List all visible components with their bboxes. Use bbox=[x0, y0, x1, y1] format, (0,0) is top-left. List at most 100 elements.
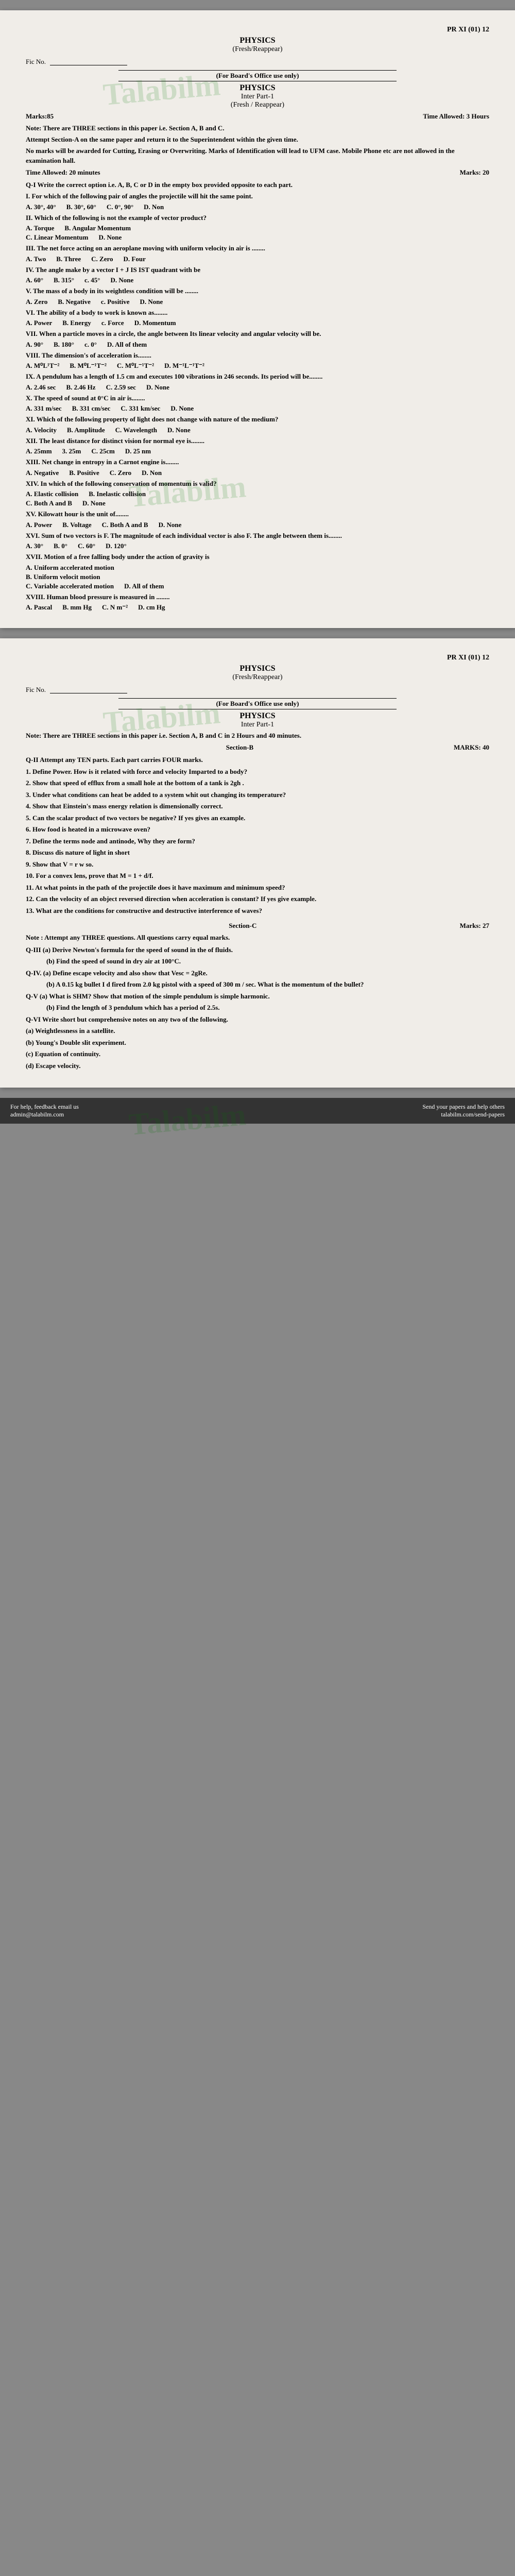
q-viii: VIII. The dimension's of acceleration is… bbox=[26, 350, 489, 361]
opt: C. M⁰L⁻¹T⁻² bbox=[117, 362, 154, 370]
sc-q4: Q-IV. (a) Define escape velocity and als… bbox=[26, 968, 489, 978]
sb-q12: 12. Can the velocity of an object revers… bbox=[26, 894, 489, 904]
q-x: X. The speed of sound at 0°C in air is..… bbox=[26, 393, 489, 403]
opt: B. Inelastic collision bbox=[89, 490, 146, 498]
opt: B. Energy bbox=[62, 319, 91, 327]
opt: A. 30°, 40° bbox=[26, 203, 56, 211]
opt: B. 315° bbox=[54, 276, 74, 284]
q-xv: XV. Kilowatt hour is the unit of........ bbox=[26, 509, 489, 519]
opt: B. Three bbox=[56, 255, 81, 263]
footer-help-label: For help, feedback email us bbox=[10, 1103, 258, 1111]
opt: B. Angular Momentum bbox=[64, 224, 131, 232]
opt: C. Variable accelerated motion bbox=[26, 582, 114, 590]
opt: D. All of them bbox=[107, 341, 147, 349]
sc-q6: Q-VI Write short but comprehensive notes… bbox=[26, 1014, 489, 1025]
fic-label: Fic No. bbox=[26, 686, 46, 694]
opt: D. Four bbox=[124, 255, 146, 263]
opt: A. 30° bbox=[26, 542, 43, 550]
section-a-time: Time Allowed: 20 minutes bbox=[26, 168, 100, 177]
sb-q1: 1. Define Power. How is it related with … bbox=[26, 767, 489, 777]
opt: B. Voltage bbox=[62, 521, 91, 529]
opt: D. Non bbox=[144, 203, 164, 211]
opt: D. None bbox=[159, 521, 182, 529]
opt: c. 0° bbox=[84, 341, 97, 349]
opt: A. Negative bbox=[26, 469, 59, 477]
opt: A. Zero bbox=[26, 298, 47, 306]
time-label: Time Allowed: 3 Hours bbox=[423, 112, 489, 121]
opt: A. Velocity bbox=[26, 426, 57, 434]
fic-label: Fic No. bbox=[26, 58, 46, 66]
opt: A. M⁰L¹T⁻² bbox=[26, 362, 59, 370]
q-ix: IX. A pendulum has a length of 1.5 cm an… bbox=[26, 371, 489, 382]
exam-page-2: Talabilm Talabilm PR XI (01) 12 PHYSICS … bbox=[0, 638, 515, 1088]
opt: C. Linear Momentum bbox=[26, 233, 88, 242]
opt: A. Two bbox=[26, 255, 46, 263]
section-c-marks: Marks: 27 bbox=[460, 922, 489, 930]
sc-q3a: Q-III (a) Derive Newton's formula for th… bbox=[26, 945, 489, 955]
board-use-label: (For Board's Office use only) bbox=[118, 698, 397, 709]
q-xvi: XVI. Sum of two vectors is F. The magnit… bbox=[26, 531, 489, 541]
opt: D. None bbox=[167, 426, 191, 434]
section-b-intro: Q-II Attempt any TEN parts. Each part ca… bbox=[26, 755, 489, 765]
sb-q6: 6. How food is heated in a microwave ove… bbox=[26, 824, 489, 835]
exam-page-1: Talabilm Talabilm PR XI (01) 12 PHYSICS … bbox=[0, 10, 515, 628]
sc-q4b: (b) A 0.15 kg bullet I d fired from 2.0 … bbox=[46, 979, 489, 990]
sb-q13: 13. What are the conditions for construc… bbox=[26, 906, 489, 916]
board-use-label: (For Board's Office use only) bbox=[118, 70, 397, 81]
section-c-note: Note : Attempt any THREE questions. All … bbox=[26, 933, 489, 942]
opt: c. 45° bbox=[84, 276, 100, 284]
q-intro: Q-I Write the correct option i.e. A, B, … bbox=[26, 180, 489, 190]
footer-send-url: talabilm.com/send-papers bbox=[258, 1111, 505, 1118]
opt: A. Power bbox=[26, 521, 52, 529]
opt: B. 2.46 Hz bbox=[66, 383, 96, 392]
opt: C. Both A and B bbox=[26, 499, 72, 507]
q-xiii: XIII. Net change in entropy in a Carnot … bbox=[26, 457, 489, 467]
q-xi: XI. Which of the following property of l… bbox=[26, 414, 489, 425]
sc-q5: Q-V (a) What is SHM? Show that motion of… bbox=[26, 991, 489, 1002]
note-attempt: Attempt Section-A on the same paper and … bbox=[26, 135, 489, 144]
exam-type: (Fresh/Reappear) bbox=[26, 673, 489, 682]
q-vi: VI. The ability of a body to work is kno… bbox=[26, 308, 489, 318]
marks-label: Marks:85 bbox=[26, 112, 54, 121]
opt: D. None bbox=[170, 404, 194, 413]
sb-q4: 4. Show that Einstein's mass energy rela… bbox=[26, 801, 489, 811]
q-v: V. The mass of a body in its weightless … bbox=[26, 286, 489, 296]
opt: A. Elastic collision bbox=[26, 490, 78, 498]
opt: B. 0° bbox=[54, 542, 67, 550]
opt: B. Negative bbox=[58, 298, 91, 306]
section-a-marks: Marks: 20 bbox=[460, 168, 489, 177]
opt: B. 180° bbox=[54, 341, 74, 349]
opt: A. Uniform accelerated motion bbox=[26, 564, 114, 572]
opt: C. Zero bbox=[110, 469, 131, 477]
opt: C. Both A and B bbox=[102, 521, 148, 529]
opt: D. None bbox=[146, 383, 169, 392]
section-b-header: Section-B bbox=[226, 743, 253, 752]
footer-help-email: admin@talabilm.com bbox=[10, 1111, 258, 1118]
q-xviii: XVIII. Human blood pressure is measured … bbox=[26, 592, 489, 602]
subject-title: PHYSICS bbox=[26, 36, 489, 45]
fresh-reappear: (Fresh / Reappear) bbox=[26, 101, 489, 109]
sc-q6a: (a) Weightlessness in a satellite. bbox=[26, 1026, 489, 1036]
opt: D. None bbox=[82, 499, 106, 507]
opt: D. Momentum bbox=[134, 319, 176, 327]
opt: D. None bbox=[110, 276, 133, 284]
sb-q3: 3. Under what conditions can heat be add… bbox=[26, 790, 489, 800]
opt: C. Wavelength bbox=[115, 426, 157, 434]
opt: D. None bbox=[98, 233, 122, 242]
sb-q11: 11. At what points in the path of the pr… bbox=[26, 883, 489, 893]
opt: D. cm Hg bbox=[138, 603, 165, 612]
opt: c. Positive bbox=[101, 298, 130, 306]
note-sections: Note: There are THREE sections in this p… bbox=[26, 124, 489, 133]
sc-q6d: (d) Escape velocity. bbox=[26, 1061, 489, 1071]
opt: C. N m⁻² bbox=[102, 603, 128, 612]
fic-blank bbox=[50, 686, 127, 693]
q-xvii: XVII. Motion of a free falling body unde… bbox=[26, 552, 489, 562]
fic-blank bbox=[50, 58, 127, 65]
opt: D. 25 nm bbox=[125, 447, 151, 455]
opt: c. Force bbox=[101, 319, 124, 327]
sb-q10: 10. For a convex lens, prove that M = 1 … bbox=[26, 871, 489, 881]
opt: A. 90° bbox=[26, 341, 43, 349]
opt: B. M⁰L⁻¹T⁻² bbox=[70, 362, 107, 370]
section-c-header: Section-C bbox=[229, 922, 256, 930]
opt: D. 120° bbox=[106, 542, 127, 550]
